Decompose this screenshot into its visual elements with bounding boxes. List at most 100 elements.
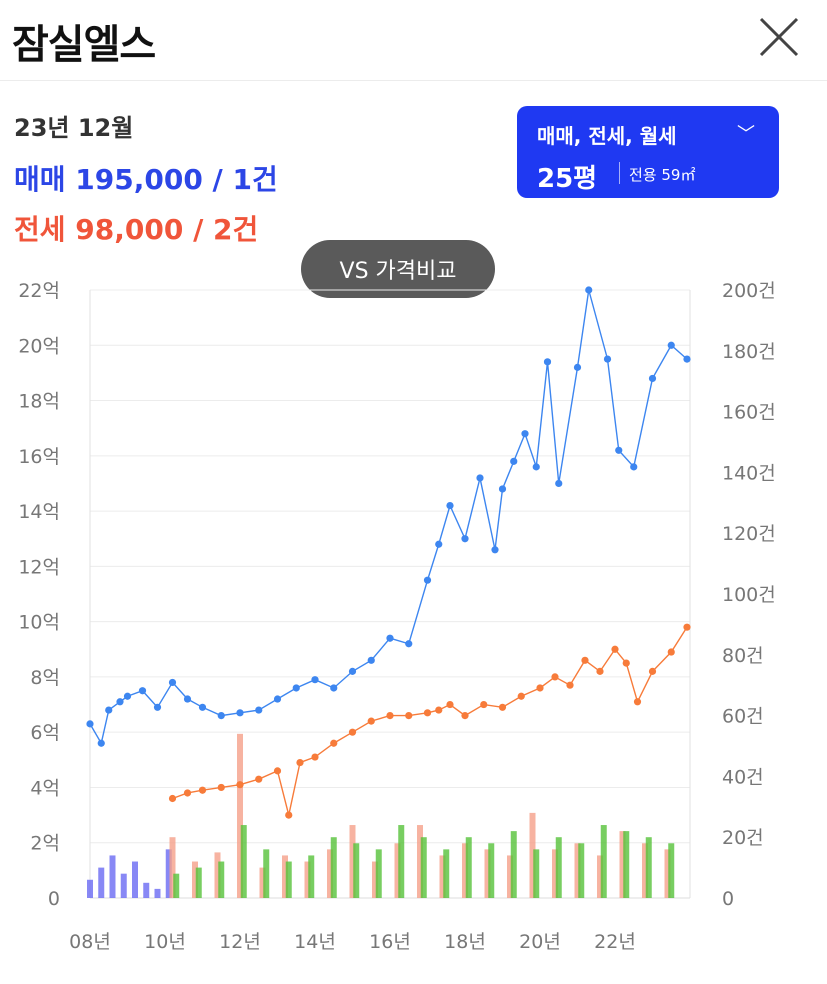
trade-point: [491, 546, 499, 554]
volume_wolse-bar: [263, 849, 270, 898]
trade-point: [683, 355, 691, 363]
y-left-tick-label: 0: [48, 888, 60, 910]
volume_wolse-bar: [668, 843, 675, 898]
volume_wolse-bar: [555, 837, 562, 898]
jeonse-point: [348, 728, 357, 736]
y-left-tick-label: 4억: [30, 777, 60, 799]
trade-point: [311, 676, 319, 684]
y-left-tick-label: 8억: [30, 667, 60, 689]
jeonse-point: [435, 706, 443, 714]
jeonse-point: [581, 656, 589, 664]
volume_jeonse-bar: [214, 852, 221, 898]
y-right-tick-label: 140건: [722, 462, 776, 484]
y-left-tick-label: 20억: [18, 335, 60, 357]
volume_wolse-bar: [195, 867, 202, 898]
jeonse-point: [311, 753, 319, 761]
trade-point: [292, 684, 300, 692]
trade-point: [386, 634, 394, 642]
x-tick-label: 16년: [369, 931, 411, 953]
volume_jeonse-bar: [192, 861, 198, 898]
jeonse-point: [536, 684, 544, 692]
trade-price-summary: 매매 195,000 / 1건: [14, 163, 278, 196]
trade-point: [105, 706, 113, 714]
trade-point: [532, 463, 540, 471]
y-right-tick-label: 20건: [722, 827, 764, 849]
volume_trade-bar: [109, 855, 116, 898]
exclusive-area: 전용 59㎡: [629, 166, 696, 184]
price-compare-label: VS 가격비교: [339, 259, 457, 284]
page-title: 잠실엘스: [12, 22, 156, 68]
close-icon[interactable]: [756, 14, 802, 60]
jeonse-point: [217, 783, 225, 792]
x-tick-label: 08년: [69, 931, 111, 953]
volume_jeonse-bar: [237, 733, 243, 898]
jeonse-point: [405, 712, 413, 720]
volume_jeonse-bar: [304, 861, 311, 898]
volume_jeonse-bar: [507, 855, 513, 898]
volume_wolse-bar: [375, 849, 382, 898]
trade-point: [603, 355, 612, 363]
volume_trade-bar: [143, 882, 150, 898]
trade-point: [476, 474, 484, 482]
trade-point: [648, 374, 657, 383]
volume_jeonse-bar: [642, 843, 648, 898]
pyeong-size: 25평: [537, 164, 598, 194]
volume_wolse-bar: [308, 855, 315, 898]
trade-point: [615, 446, 623, 454]
volume_wolse-bar: [420, 837, 427, 898]
y-right-tick-label: 100건: [722, 584, 776, 606]
volume_wolse-bar: [173, 873, 180, 898]
volume_jeonse-bar: [349, 825, 356, 898]
jeonse-point: [622, 659, 630, 667]
y-left-tick-label: 10억: [18, 612, 60, 634]
volume_wolse-bar: [218, 861, 225, 898]
trade-point: [543, 358, 552, 366]
jeonse-point: [446, 700, 454, 709]
jeonse-point: [480, 700, 488, 709]
jeonse-point: [386, 712, 394, 720]
jeonse-point: [611, 645, 619, 653]
price-chart: 0 2억 4억 6억 8억 10억 12억 14억 16억 18억 20억 22억 0 20건 40건 60건…: [18, 280, 776, 953]
y-left-tick-label: 12억: [18, 556, 60, 578]
jeonse-point: [236, 781, 244, 789]
volume_trade-bar: [120, 873, 127, 898]
x-tick-label: 18년: [444, 931, 486, 953]
volume_wolse-bar: [645, 837, 652, 898]
trade-line: [89, 289, 688, 746]
y-right-tick-label: 40건: [722, 766, 764, 788]
trade-point: [555, 479, 563, 488]
y-right-tick-label: 120건: [722, 523, 776, 545]
volume_jeonse-bar: [417, 825, 423, 898]
trade-point: [348, 667, 357, 675]
deal-type-filter-button[interactable]: 매매, 전세, 월세 ﹀ 25평 전용 59㎡: [517, 106, 779, 198]
jeonse-line: [172, 626, 688, 816]
trade-point: [498, 485, 507, 493]
price-compare-button[interactable]: VS 가격비교: [301, 240, 495, 298]
trade-point: [446, 501, 454, 510]
x-tick-label: 12년: [219, 931, 261, 953]
trade-point: [273, 695, 282, 703]
jeonse-point: [596, 667, 604, 675]
volume_wolse-bar: [488, 843, 495, 898]
jeonse-point: [285, 811, 293, 819]
jeonse-point: [683, 623, 691, 631]
trade-point: [367, 656, 375, 664]
trade-point: [168, 678, 177, 687]
trade-point: [198, 703, 207, 711]
volume_wolse-bar: [578, 843, 585, 898]
jeonse-point: [198, 786, 207, 794]
volume_wolse-bar: [443, 849, 450, 898]
volume_jeonse-bar: [372, 861, 378, 898]
volume_jeonse-bar: [484, 849, 491, 898]
summary-date: 23년 12월: [14, 114, 134, 142]
chevron-down-icon: ﹀: [737, 124, 755, 145]
volume_wolse-bar: [533, 849, 540, 898]
trade-point: [255, 706, 263, 714]
volume_trade-bar: [132, 861, 138, 898]
volume_jeonse-bar: [439, 855, 446, 898]
jeonse-point: [330, 739, 338, 747]
volume_jeonse-bar: [282, 855, 288, 898]
x-tick-label: 10년: [144, 931, 186, 953]
y-right-tick-label: 80건: [722, 645, 764, 667]
trade-point: [86, 720, 94, 728]
